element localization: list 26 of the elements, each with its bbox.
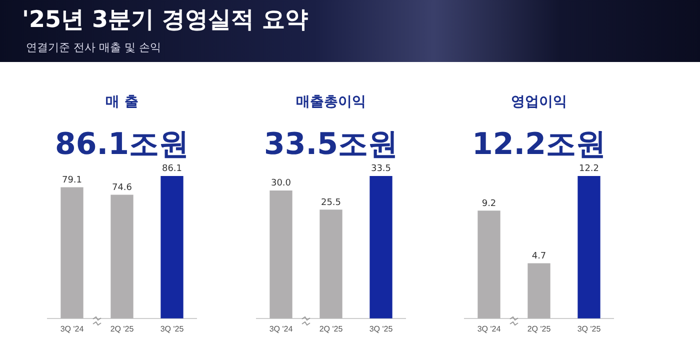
x-tick-label: 2Q '25 [319,324,344,334]
data-label: 12.2 [578,164,600,174]
data-label: 86.1 [162,164,182,174]
chart-title: 영업이익 [510,93,568,111]
data-label: 4.7 [532,251,546,262]
chart-title: 매출총이익 [295,93,367,111]
data-label: 33.5 [370,164,392,174]
data-label: 74.6 [112,182,132,193]
chart-title: 매 출 [104,93,140,111]
x-tick-label: 3Q '24 [477,324,502,334]
data-label: 30.0 [270,178,292,189]
text: 연결기준 전사 매출 및 손익 [26,40,161,55]
text: 12.2조원 [470,126,608,164]
x-tick-label: 2Q '25 [110,324,134,334]
x-tick-label: 3Q '25 [369,324,394,334]
x-tick-label: 3Q '24 [60,324,84,334]
x-tick-label: 3Q '25 [160,324,184,334]
text: '25년 3분기 경영실적 요약 [22,6,308,35]
x-tick-label: 3Q '25 [577,324,602,334]
data-label: 25.5 [320,198,342,208]
text: 33.5조원 [262,126,400,164]
data-label: 9.2 [482,198,496,209]
x-tick-label: 2Q '25 [527,324,552,334]
x-tick-label: 3Q '24 [269,324,294,334]
data-label: 79.1 [62,175,82,186]
text: 86.1조원 [54,126,190,164]
